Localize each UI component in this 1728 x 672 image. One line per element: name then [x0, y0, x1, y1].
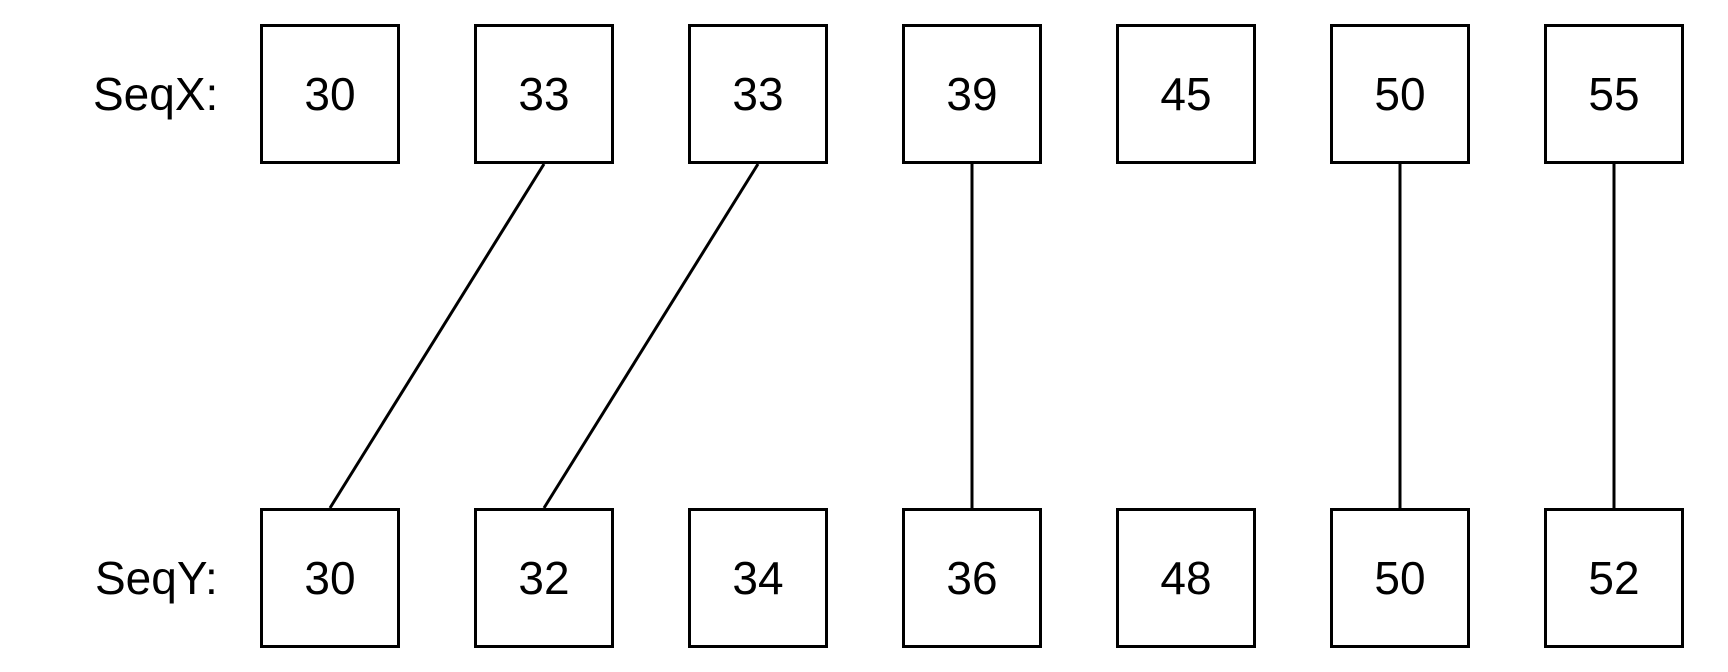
bottom-cell: 50: [1330, 508, 1470, 648]
top-cell: 55: [1544, 24, 1684, 164]
bottom-cell: 48: [1116, 508, 1256, 648]
top-cell: 39: [902, 24, 1042, 164]
bottom-cell: 52: [1544, 508, 1684, 648]
seqx-label: SeqX:: [93, 67, 218, 121]
bottom-cell: 32: [474, 508, 614, 648]
alignment-edge: [544, 164, 758, 508]
seqy-label: SeqY:: [95, 551, 218, 605]
sequence-alignment-diagram: SeqX: SeqY: 30 33 33 39 45 50 55 30 32 34 36 48 50 52: [0, 0, 1728, 672]
top-cell: 33: [474, 24, 614, 164]
top-cell: 30: [260, 24, 400, 164]
top-cell: 50: [1330, 24, 1470, 164]
top-cell: 33: [688, 24, 828, 164]
bottom-cell: 34: [688, 508, 828, 648]
bottom-cell: 36: [902, 508, 1042, 648]
alignment-edge: [330, 164, 544, 508]
bottom-cell: 30: [260, 508, 400, 648]
top-cell: 45: [1116, 24, 1256, 164]
